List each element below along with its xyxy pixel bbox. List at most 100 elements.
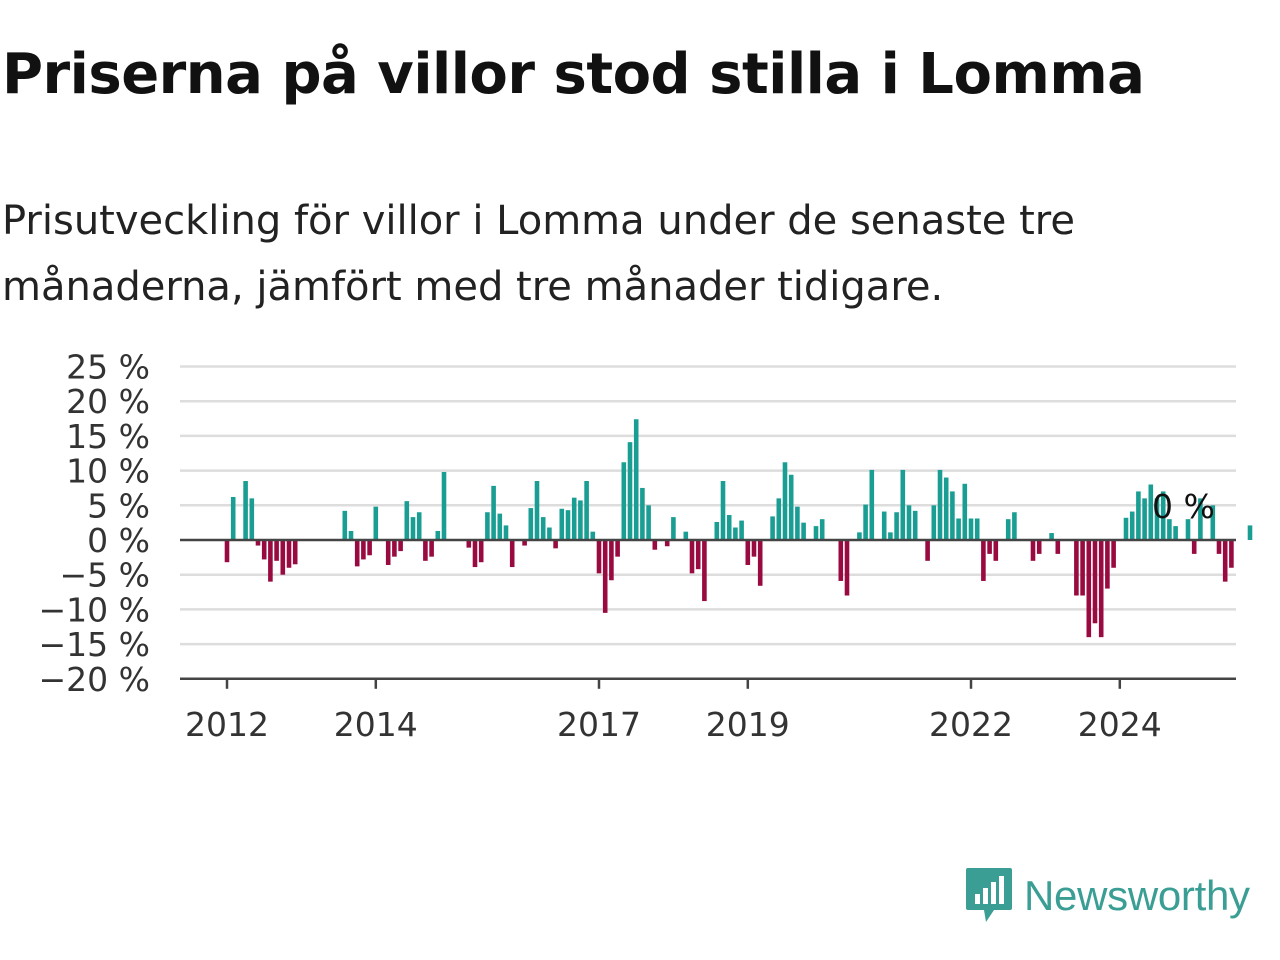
bar xyxy=(714,521,720,540)
bar xyxy=(962,483,968,540)
bar xyxy=(268,540,273,582)
bar xyxy=(385,540,391,565)
bar xyxy=(534,481,540,540)
bar xyxy=(881,511,887,540)
bar xyxy=(782,462,788,540)
bar xyxy=(844,540,850,596)
x-tick-label: 2017 xyxy=(557,705,641,744)
gridlines xyxy=(180,365,1236,646)
bar xyxy=(925,540,930,561)
bar xyxy=(857,532,862,540)
bar xyxy=(224,540,230,563)
bar xyxy=(664,540,670,547)
bar xyxy=(931,505,937,540)
y-tick-label: −20 % xyxy=(39,660,151,699)
newsworthy-logo-icon xyxy=(966,868,1012,922)
y-tick-label: 25 % xyxy=(66,348,150,387)
bar xyxy=(1173,526,1178,540)
labels: 25 %20 %15 %10 %5 %0 %−5 %−10 %−15 %−20 … xyxy=(39,348,1215,744)
bar xyxy=(441,471,447,540)
bar xyxy=(726,515,732,540)
bar xyxy=(361,540,366,560)
bar xyxy=(788,474,794,540)
bar xyxy=(584,481,589,540)
bar xyxy=(528,508,534,540)
x-tick-label: 2022 xyxy=(929,705,1013,744)
bar xyxy=(987,540,992,554)
bar xyxy=(888,532,893,540)
bar xyxy=(373,506,379,540)
bar xyxy=(478,540,484,563)
bar xyxy=(770,516,775,540)
y-tick-label: 20 % xyxy=(66,382,150,421)
bar xyxy=(398,540,403,552)
bar xyxy=(1185,519,1191,540)
bar xyxy=(261,540,267,560)
bar xyxy=(1005,519,1011,540)
bar xyxy=(894,512,899,540)
bar xyxy=(1148,484,1154,540)
bar xyxy=(633,419,639,540)
bar xyxy=(509,540,515,568)
bar xyxy=(1167,519,1172,540)
bar xyxy=(776,498,782,540)
bar xyxy=(1036,540,1042,554)
bar xyxy=(1092,540,1098,624)
bar xyxy=(472,540,478,568)
y-tick-label: 15 % xyxy=(66,417,150,456)
bar xyxy=(757,540,763,586)
bar xyxy=(1030,540,1036,561)
bar xyxy=(348,530,354,540)
bar xyxy=(646,505,651,540)
bar xyxy=(1142,498,1147,540)
bar xyxy=(280,540,286,575)
bar xyxy=(596,540,602,574)
bar xyxy=(838,540,844,581)
bar xyxy=(485,512,490,540)
latest-value-annotation: 0 % xyxy=(1152,487,1215,526)
y-tick-label: 5 % xyxy=(87,486,150,525)
bar xyxy=(249,498,255,540)
bar xyxy=(1160,491,1166,540)
bar xyxy=(1086,540,1092,638)
bar xyxy=(435,530,441,540)
bar xyxy=(1111,540,1116,568)
bar xyxy=(578,500,583,540)
bar xyxy=(640,487,645,540)
bar xyxy=(255,540,261,546)
bar xyxy=(1080,540,1085,596)
bar xyxy=(367,540,372,556)
bar xyxy=(745,540,751,565)
x-tick-label: 2024 xyxy=(1078,705,1162,744)
bar xyxy=(671,517,676,540)
bar xyxy=(819,519,825,540)
bar xyxy=(683,531,689,540)
chart-subtitle: Prisutveckling för villor i Lomma under … xyxy=(2,198,1075,310)
bar xyxy=(689,540,695,574)
bar xyxy=(1136,491,1141,540)
bar xyxy=(981,540,986,581)
bar xyxy=(602,540,608,613)
bar xyxy=(813,526,819,540)
bar xyxy=(547,527,552,540)
brand: Newsworthy xyxy=(964,866,1250,926)
chart-title: Priserna på villor stod stilla i Lomma xyxy=(2,42,1145,107)
bar xyxy=(739,520,744,540)
bar xyxy=(1055,540,1061,554)
x-tick-label: 2014 xyxy=(334,705,418,744)
bar xyxy=(937,469,943,540)
y-tick-label: −10 % xyxy=(39,590,151,629)
bar xyxy=(974,518,980,540)
bar xyxy=(900,469,906,540)
bar xyxy=(720,481,726,540)
bar xyxy=(695,540,701,570)
bar xyxy=(956,518,961,540)
bar xyxy=(609,540,614,581)
bar xyxy=(286,540,292,568)
bar xyxy=(943,477,949,540)
bar xyxy=(274,540,279,561)
bar xyxy=(652,540,658,550)
bar xyxy=(540,517,546,540)
bar xyxy=(410,517,416,540)
bar xyxy=(702,540,707,602)
